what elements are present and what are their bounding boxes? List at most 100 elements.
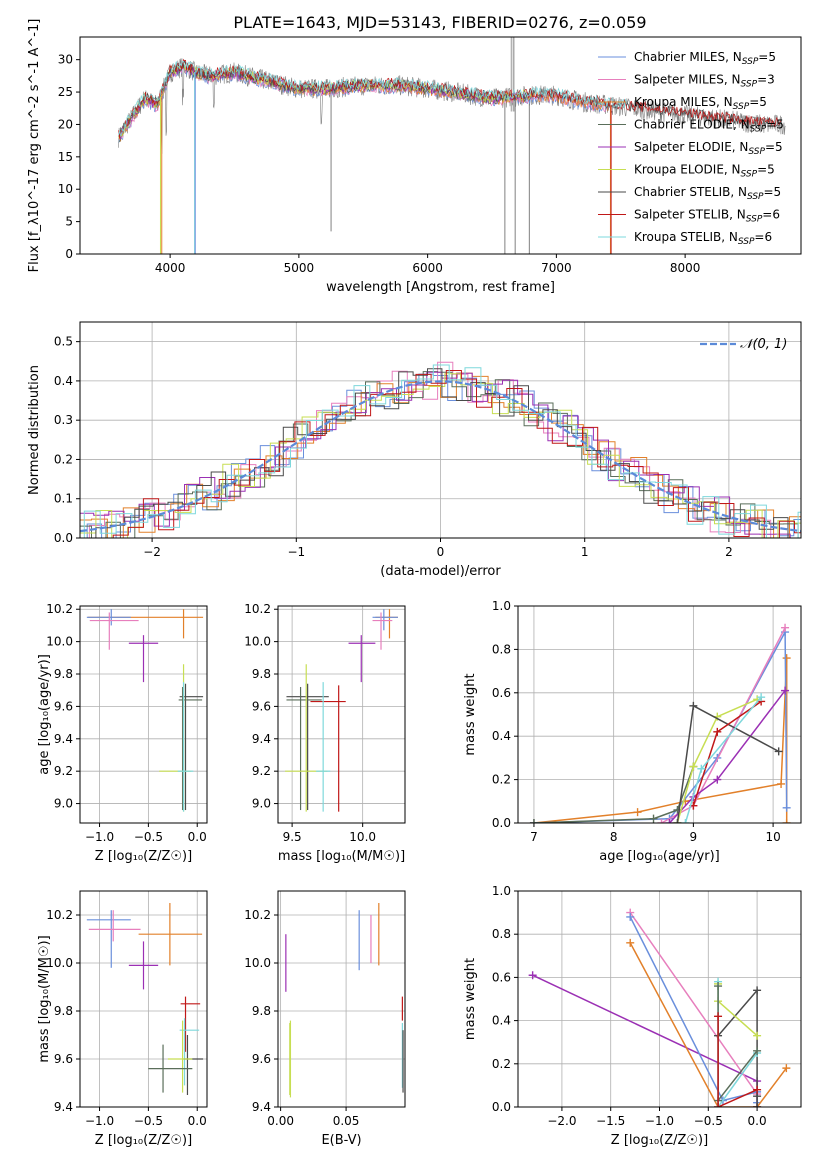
- legend-label-tail: =6: [762, 208, 780, 222]
- data-point-kroupa_miles: [782, 819, 791, 823]
- y-tick-label: 9.2: [54, 764, 73, 778]
- axes-frame: [517, 890, 802, 1108]
- gaussian-curve: [80, 380, 801, 533]
- data-point-salpeter_stelib: [714, 1103, 723, 1107]
- y-tick-label: 9.4: [252, 1100, 271, 1114]
- histogram-salpeter_stelib: [82, 370, 801, 538]
- y-tick-label: 9.8: [54, 1004, 73, 1018]
- panel-age-vs-Z: −1.0 −0.5 0.0 9.0 9.2 9.4 9.6 9.8 10.0 10.2 Z [log…: [37, 602, 208, 864]
- legend-label-text: Salpeter MILES, N: [634, 73, 741, 87]
- y-axis-label: mass [log₁₀(M/M☉)]: [37, 935, 52, 1062]
- panel-weight-vs-Z: −2.0 −1.5 −1.0 −0.5 0.0 0.0 0.2 0.4 0.6 0.8 1.0 Z […: [463, 884, 802, 1148]
- x-tick-label: −1.0: [85, 830, 114, 844]
- x-tick-label: 0.0: [188, 1114, 207, 1128]
- data-point-chabrier_miles: [626, 912, 635, 921]
- y-tick-label: 9.4: [54, 732, 73, 746]
- y-tick-label: 0.6: [492, 686, 511, 700]
- data-point-chabrier_elodie: [714, 982, 723, 991]
- y-tick-label: 20: [58, 117, 73, 131]
- x-tick-label: 0: [437, 545, 445, 559]
- legend-label-sub: SSP: [746, 215, 763, 225]
- y-tick-label: 10.0: [46, 635, 73, 649]
- x-tick-label: 0.0: [188, 830, 207, 844]
- legend-label: Kroupa ELODIE, NSSP=5: [634, 163, 775, 180]
- data-point-chabrier_elodie: [649, 814, 658, 823]
- x-tick-label: 9.5: [283, 830, 302, 844]
- legend-label-tail: =6: [754, 230, 772, 244]
- y-tick-label: 0.1: [54, 492, 73, 506]
- y-tick-label: 1.0: [492, 884, 511, 898]
- legend-label: 𝒩(0, 1): [740, 337, 787, 352]
- data-point-kroupa_miles: [626, 938, 635, 947]
- series-line-chabrier_miles: [533, 631, 788, 823]
- y-tick-label: 0.5: [54, 335, 73, 349]
- data-point-chabrier_stelib: [673, 819, 682, 823]
- panel-age-vs-mass: 9.5 10.0 9.0 9.2 9.4 9.6 9.8 10.0 10.2 mass [log₁…: [244, 602, 406, 864]
- data-point-kroupa_miles: [782, 1064, 791, 1073]
- panel-residuals: −2 −1 0 1 2 0.0 0.1 0.2 0.3 0.4 0.5 (data-model)/er…: [27, 321, 802, 579]
- panels: 4000 5000 6000 7000 8000051015202530waveleng…: [27, 19, 802, 1148]
- y-tick-label: 10.2: [244, 602, 271, 616]
- y-axis-label: Normed distribution: [27, 365, 42, 495]
- x-tick-label: 0.05: [333, 1114, 360, 1128]
- data-point-chabrier_elodie: [753, 1046, 762, 1055]
- x-tick-label: 5000: [284, 261, 315, 275]
- axes-frame: [277, 605, 406, 824]
- y-tick-label: 9.8: [252, 1004, 271, 1018]
- plot-area-residuals: [80, 361, 801, 538]
- y-axis-label: mass weight: [463, 673, 478, 755]
- y-axis-label: mass weight: [463, 958, 478, 1040]
- plot-area-mass-vs-EBV: [285, 903, 404, 1098]
- y-axis-label: age [log₁₀(age/yr)]: [37, 654, 52, 775]
- x-tick-label: −1.5: [596, 1114, 625, 1128]
- legend-label: Chabrier ELODIE, NSSP=5: [634, 118, 784, 135]
- x-tick-label: −2: [143, 545, 161, 559]
- data-point-kroupa_miles: [782, 654, 791, 663]
- axes-frame: [79, 36, 802, 255]
- data-point-salpeter_elodie: [781, 686, 790, 695]
- series-line-salpeter_miles: [629, 912, 758, 1107]
- y-tick-label: 0.3: [54, 413, 73, 427]
- data-point-salpeter_miles: [781, 623, 790, 632]
- x-axis-label: E(B-V): [321, 1133, 361, 1148]
- y-tick-label: 10.0: [244, 956, 271, 970]
- y-tick-label: 0.2: [492, 1057, 511, 1071]
- legend-label-tail: =5: [749, 95, 767, 109]
- y-tick-label: 0.8: [492, 642, 511, 656]
- y-tick-label: 15: [58, 150, 73, 164]
- legend-label-text: Chabrier STELIB, N: [634, 185, 747, 199]
- y-tick-label: 9.0: [54, 797, 73, 811]
- plot-area-age-vs-mass: [285, 609, 398, 812]
- plot-area-weight-vs-age: [529, 623, 791, 823]
- x-axis-label: Z [log₁₀(Z/Z☉)]: [611, 1133, 708, 1148]
- x-tick-label: −1: [287, 545, 305, 559]
- axes-frame: [79, 321, 802, 539]
- histogram-kroupa_stelib: [83, 364, 801, 538]
- series-line-chabrier_elodie: [717, 986, 758, 1103]
- x-tick-label: −1.0: [645, 1114, 674, 1128]
- data-point-kroupa_miles: [777, 779, 786, 788]
- plot-area-weight-vs-Z: [528, 908, 791, 1107]
- y-tick-label: 10.2: [46, 602, 73, 616]
- legend-label-text: Kroupa MILES, N: [634, 95, 733, 109]
- data-point-chabrier_elodie: [529, 819, 538, 823]
- y-tick-label: 9.0: [252, 797, 271, 811]
- x-tick-label: −1.0: [85, 1114, 114, 1128]
- data-point-chabrier_miles: [782, 803, 791, 812]
- series-line-salpeter_elodie: [532, 974, 758, 1107]
- y-tick-label: 9.2: [252, 764, 271, 778]
- x-axis-label: mass [log₁₀(M/M☉)]: [278, 849, 405, 864]
- series-line-kroupa_elodie: [676, 698, 758, 823]
- model-spectrum-kroupa_stelib: [118, 60, 627, 138]
- legend-label-text: Salpeter ELODIE, N: [634, 140, 748, 154]
- panel-mass-vs-Z: −1.0 −0.5 0.0 9.4 9.6 9.8 10.0 10.2 Z [log₁₀(Z/Z…: [37, 890, 208, 1148]
- legend-label-sub: SSP: [733, 102, 750, 112]
- data-point-salpeter_elodie: [713, 775, 722, 784]
- x-axis-label: Z [log₁₀(Z/Z☉)]: [95, 849, 192, 864]
- y-tick-label: 10: [58, 182, 73, 196]
- legend-label-tail: =3: [757, 73, 775, 87]
- x-tick-label: 6000: [412, 261, 443, 275]
- y-tick-label: 0.0: [492, 816, 511, 830]
- axes-frame: [277, 890, 406, 1108]
